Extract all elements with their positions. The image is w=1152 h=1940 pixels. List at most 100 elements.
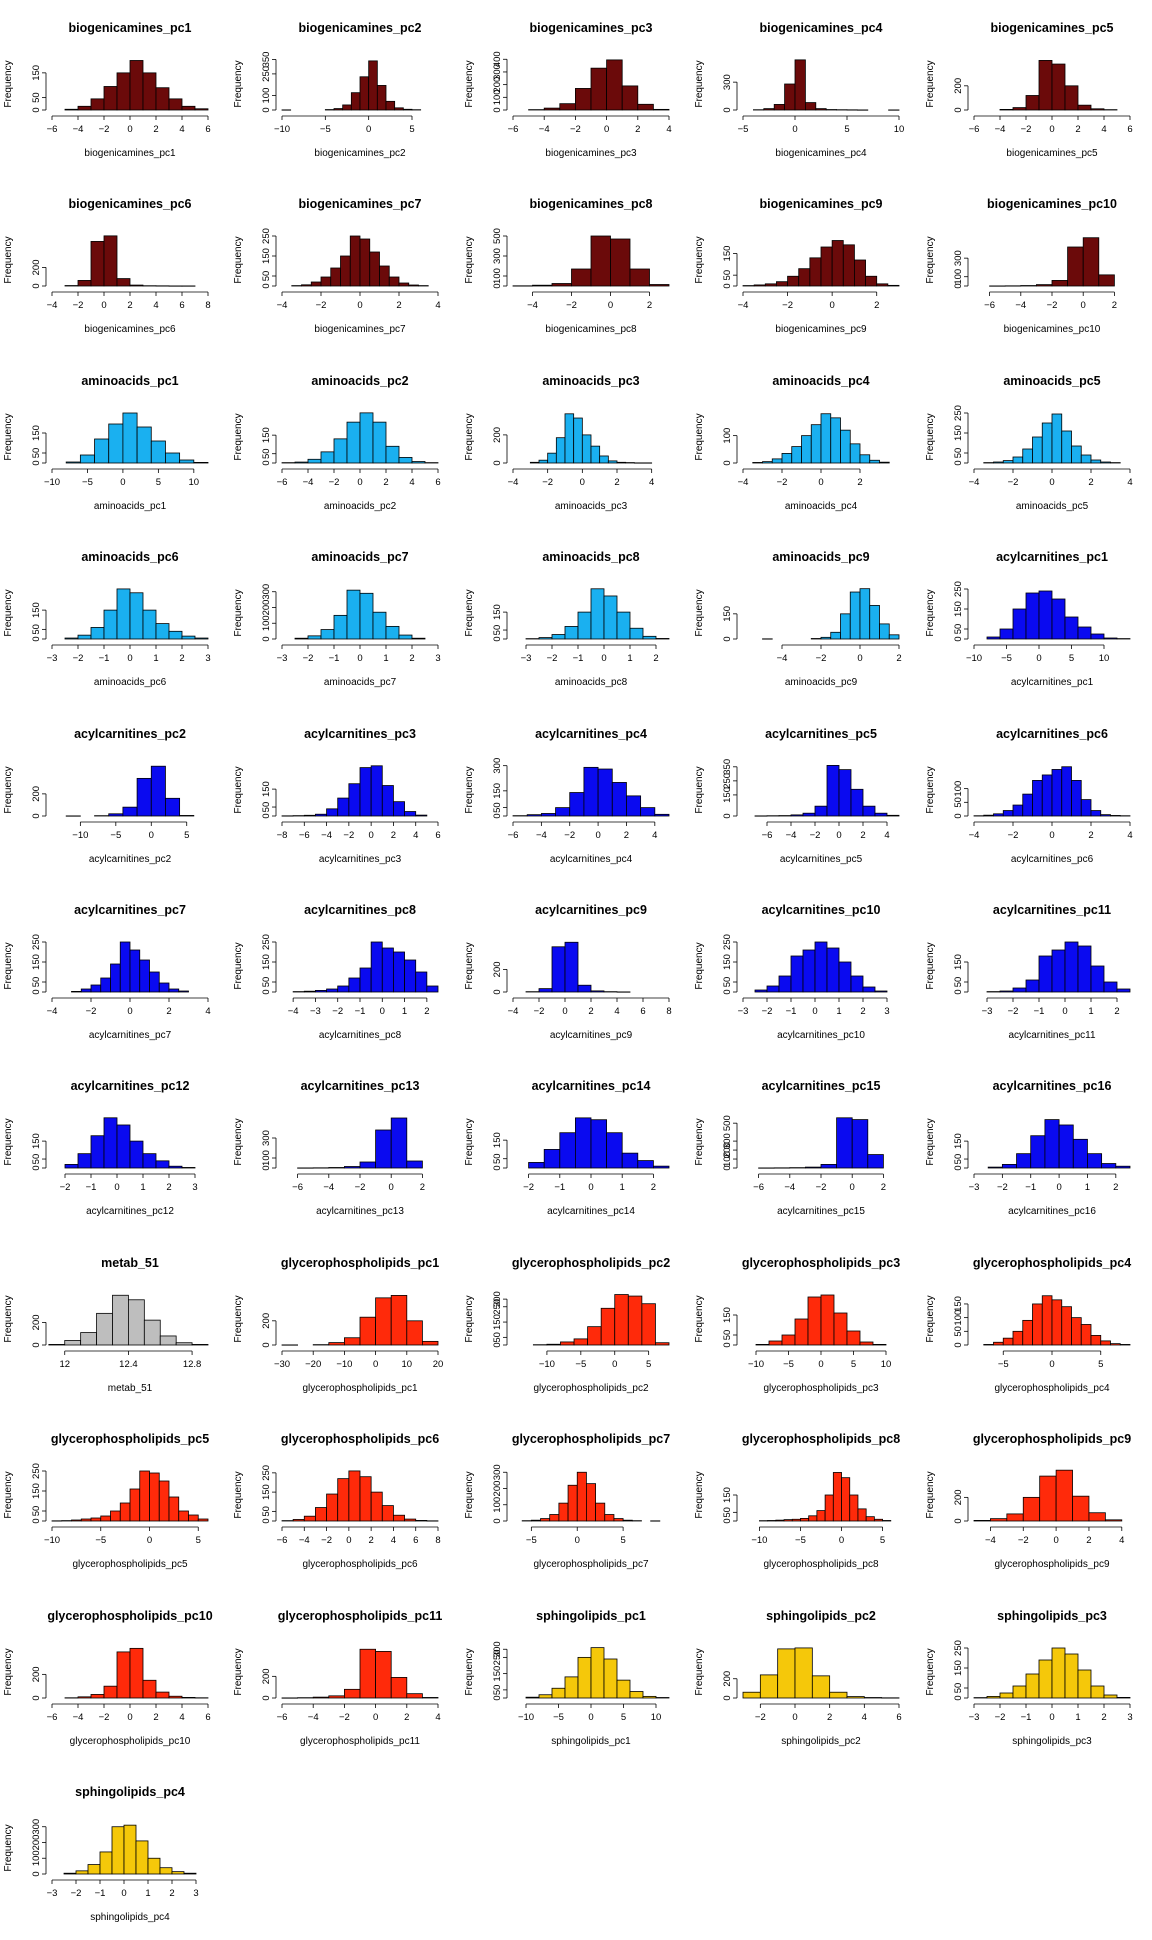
x-tick-label: 4 <box>436 1712 441 1723</box>
x-tick-label: 10 <box>189 477 200 488</box>
x-tick-label: −4 <box>777 653 788 664</box>
x-tick-label: 4 <box>862 1712 867 1723</box>
x-tick-label: −6 <box>47 124 58 135</box>
x-tick-label: 2 <box>420 1182 425 1193</box>
histogram-bar <box>104 1118 117 1168</box>
y-tick-label: 350 <box>722 758 733 774</box>
plot-title: aminoacids_pc3 <box>542 374 639 388</box>
histogram-bar <box>407 1321 423 1345</box>
histogram-bar <box>327 808 338 815</box>
x-axis-label: acylcarnitines_pc4 <box>550 854 633 865</box>
histogram-bar <box>91 985 101 992</box>
histogram-bar <box>1016 1154 1030 1168</box>
histogram-bar <box>81 1519 91 1521</box>
histogram-bar <box>638 104 654 110</box>
x-tick-label: 1 <box>1075 1712 1080 1723</box>
histogram-bar <box>802 435 812 462</box>
histogram-bar <box>565 627 578 640</box>
y-tick-label: 250 <box>953 581 964 597</box>
x-tick-label: 5 <box>646 1359 651 1370</box>
histogram-bar <box>1117 989 1130 992</box>
plot-title: biogenicamines_pc7 <box>299 197 422 211</box>
x-tick-label: −2 <box>1046 300 1057 311</box>
x-tick-label: 3 <box>192 1182 197 1193</box>
plot-title: glycerophospholipids_pc5 <box>51 1432 209 1446</box>
histogram-bar <box>870 460 880 463</box>
x-tick-label: −2 <box>546 653 557 664</box>
y-tick-label: 0 <box>492 460 503 465</box>
x-tick-label: −10 <box>44 1535 60 1546</box>
histogram-bar <box>990 1519 1006 1521</box>
histogram-bar <box>380 266 390 286</box>
y-tick-label: 0 <box>722 813 733 818</box>
histogram-bar <box>305 991 316 992</box>
histogram-bar <box>539 989 552 992</box>
histogram-bar <box>889 635 899 639</box>
x-tick-label: −6 <box>507 830 518 841</box>
x-axis-label: biogenicamines_pc4 <box>776 148 868 159</box>
x-axis-label: aminoacids_pc3 <box>555 501 628 512</box>
histogram-bar <box>540 1519 549 1521</box>
x-tick-label: −6 <box>293 1182 304 1193</box>
histogram-bar <box>817 1511 825 1521</box>
histogram-bar <box>850 592 860 639</box>
histogram-bar <box>832 241 843 287</box>
histogram-bar <box>1073 1140 1087 1169</box>
histogram-bar <box>109 813 123 815</box>
plot-title: biogenicamines_pc1 <box>69 21 192 35</box>
histogram-bar <box>1100 462 1110 463</box>
y-tick-label: 150 <box>492 1133 503 1149</box>
x-tick-label: −2 <box>71 1888 82 1899</box>
x-tick-label: −2 <box>523 1182 534 1193</box>
histogram-bar <box>1022 1320 1032 1345</box>
y-tick-label: 0 <box>953 1166 964 1171</box>
x-tick-label: −2 <box>777 477 788 488</box>
histogram-bar <box>1117 1697 1130 1698</box>
x-tick-label: 0 <box>380 1006 385 1017</box>
plot-title: aminoacids_pc7 <box>312 550 409 564</box>
histogram-bar <box>839 962 851 992</box>
x-tick-label: −4 <box>527 300 538 311</box>
y-axis-label: Frequency <box>464 60 475 107</box>
x-tick-label: −2 <box>322 1535 333 1546</box>
y-tick-label: 400 <box>492 51 503 67</box>
histogram-bar <box>1003 810 1013 815</box>
histogram-bar <box>578 1657 591 1698</box>
histogram-bar <box>803 950 815 992</box>
plot-title: acylcarnitines_pc6 <box>996 727 1108 741</box>
x-tick-label: −2 <box>533 1006 544 1017</box>
x-axis-label: glycerophospholipids_pc3 <box>764 1383 880 1394</box>
histogram-bar <box>547 1344 561 1345</box>
histogram-bar <box>409 285 419 286</box>
histogram-bar <box>799 269 810 286</box>
x-tick-label: −4 <box>47 300 58 311</box>
histogram-bar <box>399 635 412 639</box>
histogram-bar <box>1110 1343 1120 1344</box>
histogram-bar <box>378 85 387 110</box>
x-tick-label: 0 <box>149 830 154 841</box>
x-tick-label: −2 <box>816 1182 827 1193</box>
x-tick-label: 2 <box>1086 1535 1091 1546</box>
y-tick-label: 0 <box>722 1519 733 1524</box>
x-tick-label: −5 <box>1001 653 1012 664</box>
histogram-bar <box>531 1520 540 1521</box>
y-axis-label: Frequency <box>925 942 936 989</box>
plot-title: acylcarnitines_pc13 <box>301 1079 420 1093</box>
plot-title: glycerophospholipids_pc11 <box>278 1609 443 1623</box>
histogram-bar <box>560 104 576 110</box>
histogram-bar <box>779 976 791 992</box>
x-tick-label: −3 <box>47 1888 58 1899</box>
histogram-bar <box>605 1515 614 1522</box>
y-tick-label: 50 <box>953 1682 964 1693</box>
histogram-bar <box>81 989 91 992</box>
y-tick-label: 150 <box>722 1487 733 1503</box>
x-tick-label: 1 <box>402 1006 407 1017</box>
x-axis-label: aminoacids_pc5 <box>1015 501 1088 512</box>
x-tick-label: 0 <box>358 300 363 311</box>
x-axis-label: biogenicamines_pc1 <box>84 148 176 159</box>
